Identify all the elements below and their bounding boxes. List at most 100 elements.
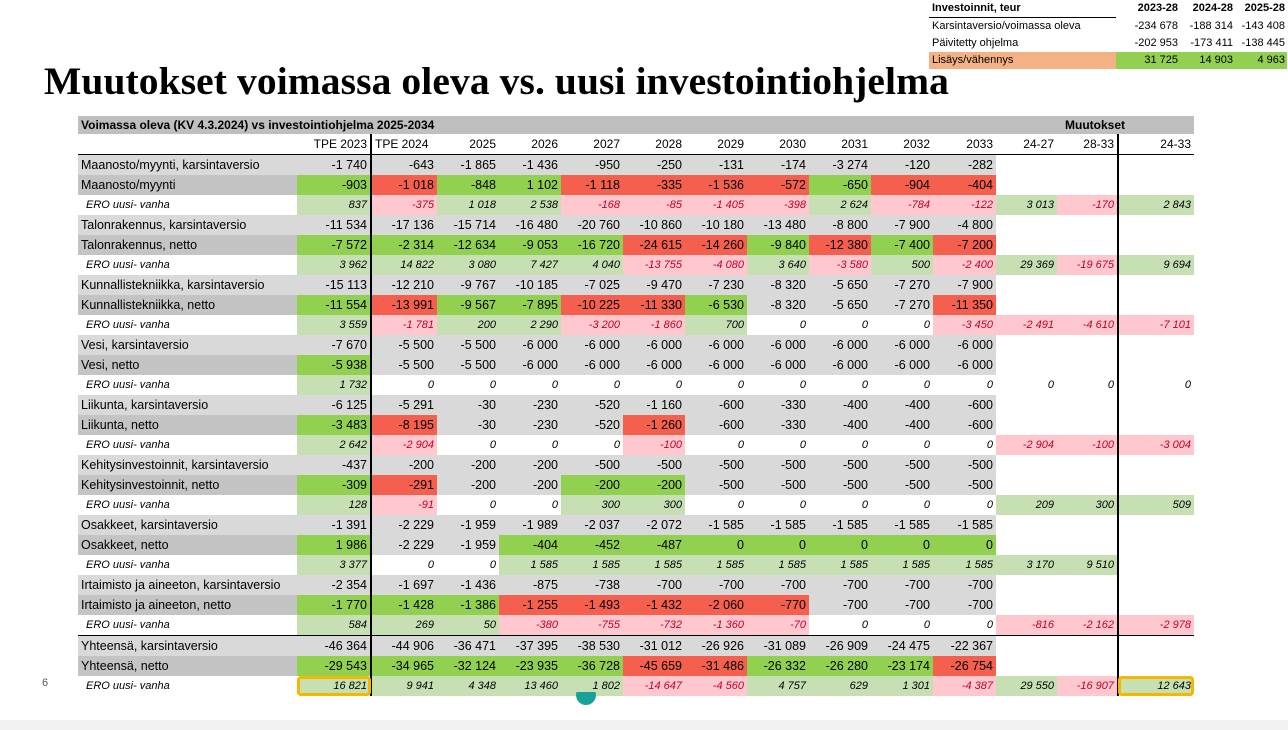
- table-row: Yhteensä, karsintaversio -46 364 -44 906 -3…: [78, 635, 1194, 656]
- value-cell: -30: [437, 415, 499, 435]
- value-cell: -400: [871, 395, 933, 415]
- table-row: Kehitysinvestoinnit, netto -309 -291 -200 -2…: [78, 475, 1194, 495]
- value-cell: 0: [933, 535, 996, 555]
- value-cell: -2 060: [685, 595, 747, 615]
- value-cell: -1 959: [437, 515, 499, 535]
- value-cell: -6 000: [809, 335, 871, 355]
- table-row: Liikunta, karsintaversio -6 125 -5 291 -30-…: [78, 395, 1194, 415]
- change-cell: 29 550: [996, 676, 1057, 696]
- value-cell: -6 000: [933, 335, 996, 355]
- change-cell: -19 675: [1057, 255, 1118, 275]
- table-row: Yhteensä, netto -29 543 -34 965 -32 124 -23 …: [78, 656, 1194, 676]
- value-cell: -4 080: [685, 255, 747, 275]
- empty-cell: [1117, 395, 1194, 415]
- value-cell: -9 470: [623, 275, 685, 295]
- column-header: 2031: [809, 134, 871, 155]
- column-header: TPE 2024: [370, 134, 437, 155]
- value-cell: -404: [499, 535, 561, 555]
- row-label: Irtaimisto ja aineeton, netto: [78, 595, 297, 615]
- empty-cell: [1057, 275, 1118, 295]
- value-cell: -400: [809, 395, 871, 415]
- value-cell: 4 040: [561, 255, 623, 275]
- row-label: ERO uusi- vanha: [86, 439, 170, 451]
- value-cell: -784: [871, 195, 933, 215]
- value-cell: -500: [747, 475, 809, 495]
- value-cell: -1 585: [747, 515, 809, 535]
- value-cell: 9 941: [370, 676, 437, 696]
- value-cell: -1 255: [499, 595, 561, 615]
- value-cell: -5 500: [370, 355, 437, 375]
- value-cell: -1 585: [809, 515, 871, 535]
- change-cell: -7 101: [1117, 315, 1194, 335]
- value-cell: -5 500: [370, 335, 437, 355]
- value-cell: -6 000: [685, 355, 747, 375]
- value-cell: -2 314: [370, 235, 437, 255]
- value-cell: 0: [489, 379, 496, 391]
- value-cell: 1 732: [297, 375, 371, 395]
- value-cell: -15 113: [297, 275, 371, 295]
- row-label: ERO uusi- vanha: [86, 499, 170, 511]
- empty-cell: [1057, 395, 1118, 415]
- empty-cell: [996, 275, 1057, 295]
- table-row: ERO uusi- vanha 3 559 -1 781 200 2 290 -3 200…: [78, 315, 1194, 335]
- value-cell: -7 270: [871, 275, 933, 295]
- value-cell: -8 195: [370, 415, 437, 435]
- empty-cell: [1057, 656, 1118, 676]
- value-cell: -903: [297, 175, 371, 195]
- value-cell: -4 387: [933, 676, 996, 696]
- value-cell: -600: [685, 415, 747, 435]
- value-cell: -1 386: [437, 595, 499, 615]
- empty-cell: [996, 395, 1057, 415]
- value-cell: 0: [737, 439, 744, 451]
- value-cell: -11 330: [623, 295, 685, 315]
- value-cell: -11 534: [297, 215, 371, 235]
- value-cell: 0: [923, 499, 930, 511]
- value-cell: -7 900: [871, 215, 933, 235]
- value-cell: -500: [747, 455, 809, 475]
- value-cell: -12 210: [370, 275, 437, 295]
- empty-cell: [996, 595, 1057, 615]
- value-cell: 0: [685, 535, 747, 555]
- value-cell: -6 000: [871, 355, 933, 375]
- value-cell: -700: [871, 575, 933, 595]
- value-cell: 3 559: [297, 315, 371, 335]
- value-cell: -46 364: [297, 635, 371, 656]
- value-cell: 0: [799, 439, 806, 451]
- change-cell: 2 843: [1117, 195, 1194, 215]
- page-number: 6: [42, 677, 49, 689]
- change-cell: -2 162: [1057, 615, 1118, 636]
- column-header: 2032: [871, 134, 933, 155]
- summary-row: Lisäys/vähennys 31 725 14 903 4 963: [929, 52, 1287, 69]
- empty-cell: [1057, 235, 1118, 255]
- empty-cell: [996, 535, 1057, 555]
- row-label: Talonrakennus, karsintaversio: [78, 215, 297, 235]
- row-label: Osakkeet, netto: [78, 535, 297, 555]
- change-cell: -4 610: [1057, 315, 1118, 335]
- table-row: Irtaimisto ja aineeton, karsintaversio -2…: [78, 575, 1194, 595]
- value-cell: -500: [809, 475, 871, 495]
- row-label: ERO uusi- vanha: [86, 680, 170, 692]
- row-label: Yhteensä, netto: [78, 656, 297, 676]
- empty-cell: [1117, 275, 1194, 295]
- value-cell: 1 802: [561, 676, 623, 696]
- value-cell: 0: [923, 379, 930, 391]
- empty-cell: [996, 415, 1057, 435]
- value-cell: -700: [809, 575, 871, 595]
- value-cell: -3 200: [561, 315, 623, 335]
- value-cell: -6 000: [871, 335, 933, 355]
- table-row: Kunnallistekniikka, karsintaversio -15 11…: [78, 275, 1194, 295]
- value-cell: 0: [370, 375, 437, 395]
- summary-header-cell: 2024-28: [1192, 2, 1233, 15]
- row-label: Yhteensä, karsintaversio: [78, 635, 297, 656]
- empty-cell: [1057, 535, 1118, 555]
- value-cell: 0: [986, 499, 993, 511]
- summary-table: Investoinnit, teur 2023-28 2024-28 2025-28 K…: [929, 0, 1287, 69]
- value-cell: -3 274: [809, 154, 871, 175]
- value-cell: -120: [871, 154, 933, 175]
- change-cell: 509: [1117, 495, 1194, 515]
- investment-table: Voimassa oleva (KV 4.3.2024) vs investoi…: [78, 116, 1194, 696]
- value-cell: -26 909: [809, 635, 871, 656]
- summary-row: Päivitetty ohjelma -202 953 -173 411 -138 4…: [929, 35, 1287, 52]
- table-row: ERO uusi- vanha 584 269 50 -380 -755 -732 -1 36…: [78, 615, 1194, 636]
- empty-cell: [996, 475, 1057, 495]
